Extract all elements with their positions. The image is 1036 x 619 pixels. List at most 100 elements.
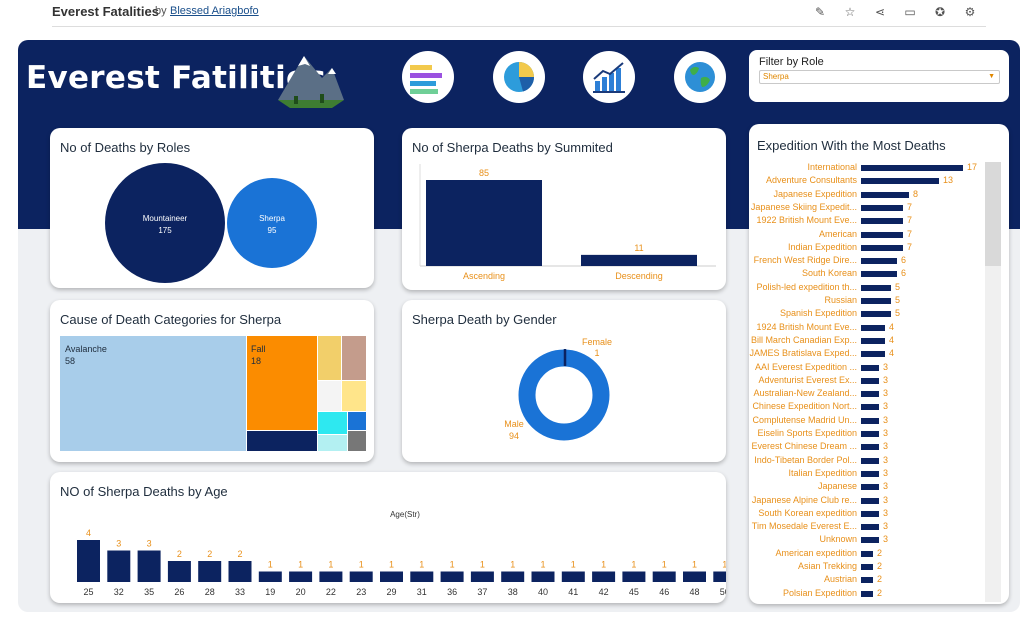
bar-age-45[interactable] [622, 571, 646, 583]
bar-age-36[interactable] [440, 571, 464, 583]
donut-slice-male[interactable] [518, 349, 610, 441]
x-tick-label: Ascending [463, 271, 505, 281]
expedition-bar-list: International 17 Adventure Consultants 13 Ja… [749, 162, 984, 600]
bar-age-41[interactable] [561, 571, 585, 583]
nav-bar-chart-button[interactable] [402, 51, 454, 103]
bar-age-42[interactable] [592, 571, 616, 583]
expedition-bar[interactable] [861, 377, 879, 384]
expedition-bar[interactable] [861, 484, 879, 491]
bar-descending[interactable] [581, 254, 697, 266]
bar-age-38[interactable] [501, 571, 525, 583]
data-label: 1 [662, 560, 667, 570]
expedition-bar[interactable] [861, 284, 891, 291]
treemap-cell-avalanche[interactable]: Avalanche 58 [60, 336, 246, 451]
edit-icon[interactable]: ✎ [814, 5, 826, 19]
expedition-bar[interactable] [861, 258, 897, 265]
expedition-name: South Korean [801, 268, 857, 279]
treemap-cell-other-2[interactable] [318, 336, 341, 380]
share-icon[interactable]: ⋖ [874, 5, 886, 19]
treemap-cell-other-4[interactable] [318, 381, 341, 411]
expedition-bar[interactable] [861, 218, 903, 225]
bar-age-28[interactable] [198, 561, 222, 582]
bar-age-25[interactable] [77, 540, 100, 582]
expedition-bar[interactable] [861, 165, 963, 171]
scrollbar-track[interactable] [985, 162, 1001, 602]
scrollbar-thumb[interactable] [985, 162, 1001, 266]
expedition-bar[interactable] [861, 271, 897, 278]
expedition-bar[interactable] [861, 191, 909, 198]
treemap-cell-other-9[interactable] [348, 431, 366, 451]
expedition-bar[interactable] [861, 391, 879, 398]
author-link[interactable]: Blessed Ariagbofo [170, 5, 259, 17]
bar-age-48[interactable] [683, 571, 706, 583]
bar-age-20[interactable] [289, 571, 313, 583]
expedition-bar[interactable] [861, 337, 885, 344]
treemap-cell-other-8[interactable] [318, 435, 347, 451]
settings-gear-icon[interactable]: ⚙ [964, 5, 976, 19]
filter-value: Sherpa [763, 72, 789, 81]
bar-age-50[interactable] [713, 571, 726, 583]
expedition-bar[interactable] [861, 178, 939, 185]
bar-age-35[interactable] [137, 550, 161, 583]
data-label: 1 [571, 560, 576, 570]
treemap-cell-other-7[interactable] [348, 412, 366, 430]
bar-age-46[interactable] [652, 571, 676, 583]
nav-globe-button[interactable] [674, 51, 726, 103]
treemap-cell-fall[interactable]: Fall 18 [247, 336, 317, 430]
treemap-cell-other-6[interactable] [318, 412, 347, 434]
nav-growth-chart-button[interactable] [583, 51, 635, 103]
expedition-value: 3 [883, 534, 889, 545]
bubble-sherpa[interactable] [227, 178, 317, 268]
badge-icon[interactable]: ✪ [934, 5, 946, 19]
presentation-icon[interactable]: ▭ [904, 5, 916, 19]
treemap-cell-other-1[interactable] [247, 431, 317, 451]
expedition-bar[interactable] [861, 404, 879, 411]
expedition-bar[interactable] [861, 231, 903, 238]
bar-age-40[interactable] [531, 571, 555, 583]
expedition-bar[interactable] [861, 590, 873, 597]
expedition-name: French West Ridge Dire... [753, 255, 857, 266]
treemap-cell-other-5[interactable] [342, 381, 366, 411]
bar-age-22[interactable] [319, 571, 343, 583]
bar-age-31[interactable] [410, 571, 434, 583]
male-label: Male [504, 419, 524, 429]
expedition-bar[interactable] [861, 351, 885, 358]
expedition-bar[interactable] [861, 550, 873, 557]
expedition-bar[interactable] [861, 497, 879, 504]
bar-age-26[interactable] [167, 561, 191, 582]
bar-age-33[interactable] [228, 561, 252, 582]
bar-age-19[interactable] [258, 571, 282, 583]
expedition-bar[interactable] [861, 431, 879, 437]
expedition-bar[interactable] [861, 577, 873, 584]
expedition-bar[interactable] [861, 311, 891, 318]
expedition-bar[interactable] [861, 417, 879, 424]
expedition-bar[interactable] [861, 298, 891, 304]
bar-age-37[interactable] [470, 571, 494, 583]
x-tick-label: 22 [326, 587, 336, 597]
expedition-bar[interactable] [861, 204, 903, 211]
bar-age-32[interactable] [107, 550, 131, 583]
bar-ascending[interactable] [426, 180, 542, 266]
summited-card: No of Sherpa Deaths by Summited 85 Ascend… [402, 128, 726, 290]
expedition-bar[interactable] [861, 457, 879, 464]
bubble-mountaineer[interactable] [105, 163, 225, 283]
nav-pie-chart-button[interactable] [493, 51, 545, 103]
expedition-bar[interactable] [861, 510, 879, 517]
expedition-bar[interactable] [861, 524, 879, 531]
expedition-bar[interactable] [861, 564, 873, 570]
bubble-value-sherpa: 95 [268, 226, 277, 235]
expedition-bar[interactable] [861, 537, 879, 544]
expedition-value: 13 [943, 175, 954, 186]
expedition-bar[interactable] [861, 324, 885, 331]
bar-age-23[interactable] [349, 571, 373, 583]
expedition-bar[interactable] [861, 364, 879, 371]
treemap-cell-other-3[interactable] [342, 336, 366, 380]
expedition-name: AAI Everest Expedition ... [754, 361, 857, 372]
favorite-star-icon[interactable]: ☆ [844, 5, 856, 19]
card-title: No of Sherpa Deaths by Summited [412, 140, 613, 155]
bar-age-29[interactable] [380, 571, 403, 583]
expedition-bar[interactable] [861, 470, 879, 477]
role-filter-select[interactable]: Sherpa ▼ [759, 70, 1000, 84]
expedition-bar[interactable] [861, 244, 903, 251]
expedition-bar[interactable] [861, 444, 879, 451]
